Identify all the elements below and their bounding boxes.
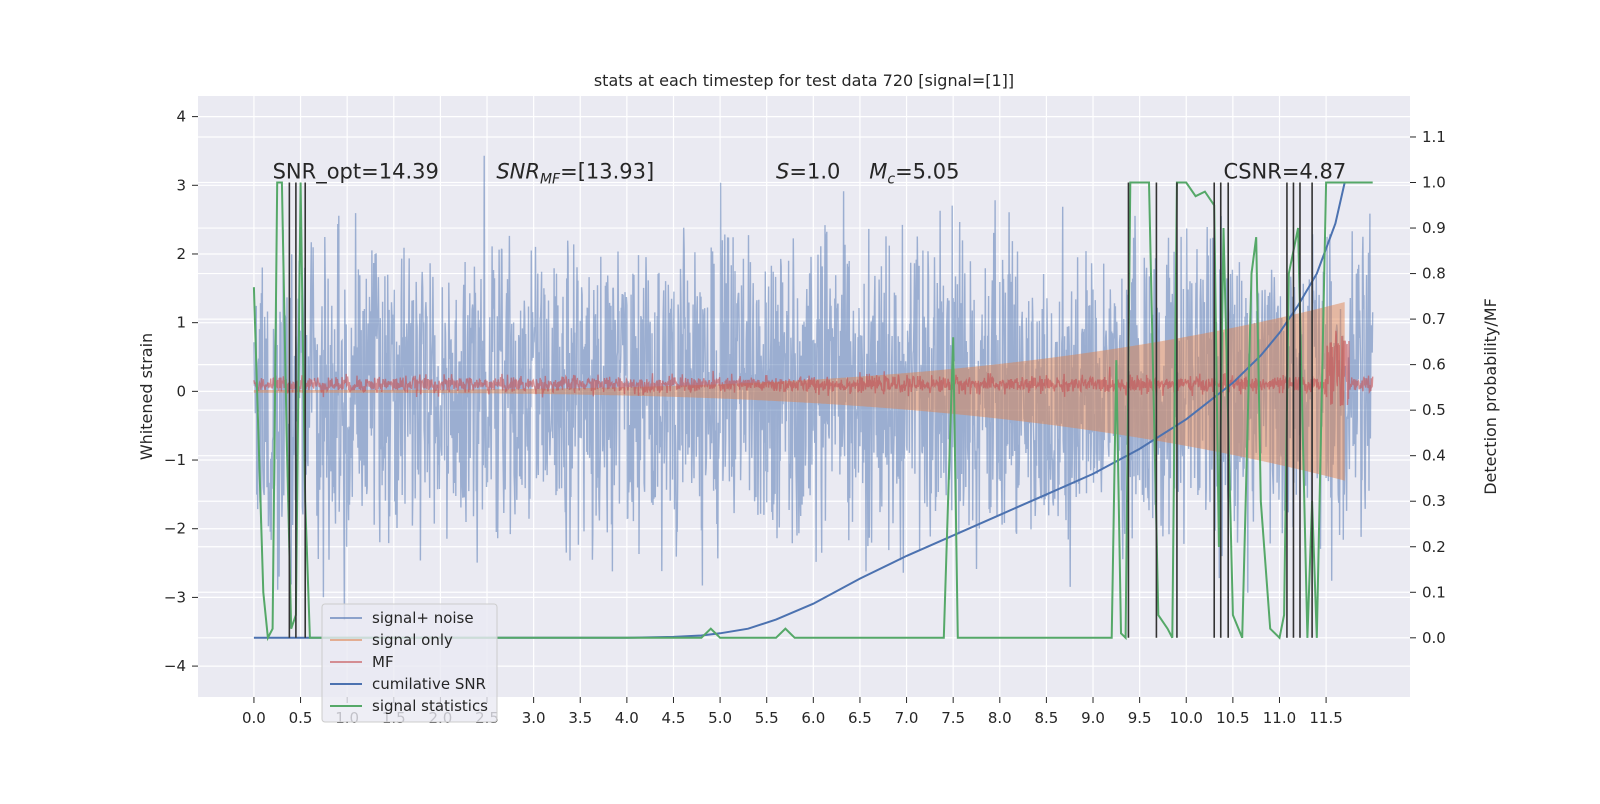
y-right-tick-label: 0.9: [1422, 219, 1446, 237]
legend-label: MF: [372, 653, 394, 671]
legend: signal+ noise signal only MF cumilative SNR…: [321, 603, 498, 723]
annotation: S=1.0: [776, 159, 840, 183]
x-tick-label: 9.0: [1081, 709, 1105, 727]
y-right-tick-label: 0.4: [1422, 447, 1446, 465]
legend-label: signal+ noise: [372, 609, 474, 627]
y-right-tick-label: 1.1: [1422, 128, 1446, 146]
y-right-tick-label: 0.6: [1422, 356, 1446, 374]
vertical-lines: [288, 182, 1313, 638]
annotations: SNR_opt=14.39 SNRMF=[13.93] S=1.0 Mc=5.05 CS…: [273, 159, 1347, 187]
y-right-tick-label: 1.0: [1422, 174, 1446, 192]
y-left-tick-label: −1: [164, 451, 186, 469]
x-tick-label: 9.5: [1128, 709, 1152, 727]
y-axis-label-right: Detection probability/MF: [1481, 298, 1500, 495]
x-tick-label: 4.0: [615, 709, 639, 727]
annotation: SNR_opt=14.39: [273, 159, 439, 184]
series-mf: [253, 330, 1374, 407]
legend-label: signal statistics: [372, 697, 488, 715]
y-left-tick-label: −3: [164, 588, 186, 606]
x-tick-label: 0.0: [242, 709, 266, 727]
series-cumilative-snr: [253, 182, 1346, 639]
y-right-tick-label: 0.1: [1422, 583, 1446, 601]
series-area: [253, 302, 1345, 481]
legend-label: cumilative SNR: [372, 675, 486, 693]
x-tick-label: 8.5: [1034, 709, 1058, 727]
x-tick-label: 7.0: [895, 709, 919, 727]
x-tick-label: 10.5: [1216, 709, 1249, 727]
y-left-tick-label: 2: [176, 245, 186, 263]
y-left-tick-label: 4: [176, 108, 186, 126]
x-tick-label: 11.5: [1309, 709, 1342, 727]
x-tick-label: 5.5: [755, 709, 779, 727]
x-tick-label: 4.5: [662, 709, 686, 727]
y-left-tick-label: 3: [176, 176, 186, 194]
y-left-tick-label: 1: [176, 314, 186, 332]
annotation: Mc=5.05: [869, 159, 959, 187]
x-tick-label: 7.5: [941, 709, 965, 727]
series-signal-only: [253, 302, 1345, 481]
legend-box: [321, 603, 498, 723]
x-tick-label: 10.0: [1170, 709, 1203, 727]
x-tick-label: 8.0: [988, 709, 1012, 727]
x-tick-label: 6.0: [801, 709, 825, 727]
x-tick-label: 6.5: [848, 709, 872, 727]
series-line: [253, 182, 1346, 639]
y-left-tick-label: −2: [164, 520, 186, 538]
x-tick-label: 5.0: [708, 709, 732, 727]
x-tick-label: 0.5: [289, 709, 313, 727]
legend-label: signal only: [372, 631, 453, 649]
x-tick-label: 3.0: [522, 709, 546, 727]
annotation: SNRMF=[13.93]: [496, 159, 654, 187]
y-left-tick-label: −4: [164, 657, 186, 675]
y-right-tick-label: 0.3: [1422, 492, 1446, 510]
x-tick-label: 3.5: [568, 709, 592, 727]
y-left-tick-label: 0: [176, 382, 186, 400]
y-right-tick-label: 0.0: [1422, 629, 1446, 647]
series-line: [253, 330, 1374, 407]
y-right-tick-label: 0.8: [1422, 265, 1446, 283]
y-axis-label-left: Whitened strain: [137, 333, 156, 460]
chart-title: stats at each timestep for test data 720…: [594, 71, 1014, 90]
annotation: CSNR=4.87: [1224, 159, 1347, 183]
y-right-tick-label: 0.2: [1422, 538, 1446, 556]
y-right-tick-label: 0.7: [1422, 310, 1446, 328]
y-right-tick-label: 0.5: [1422, 401, 1446, 419]
x-tick-label: 11.0: [1263, 709, 1296, 727]
